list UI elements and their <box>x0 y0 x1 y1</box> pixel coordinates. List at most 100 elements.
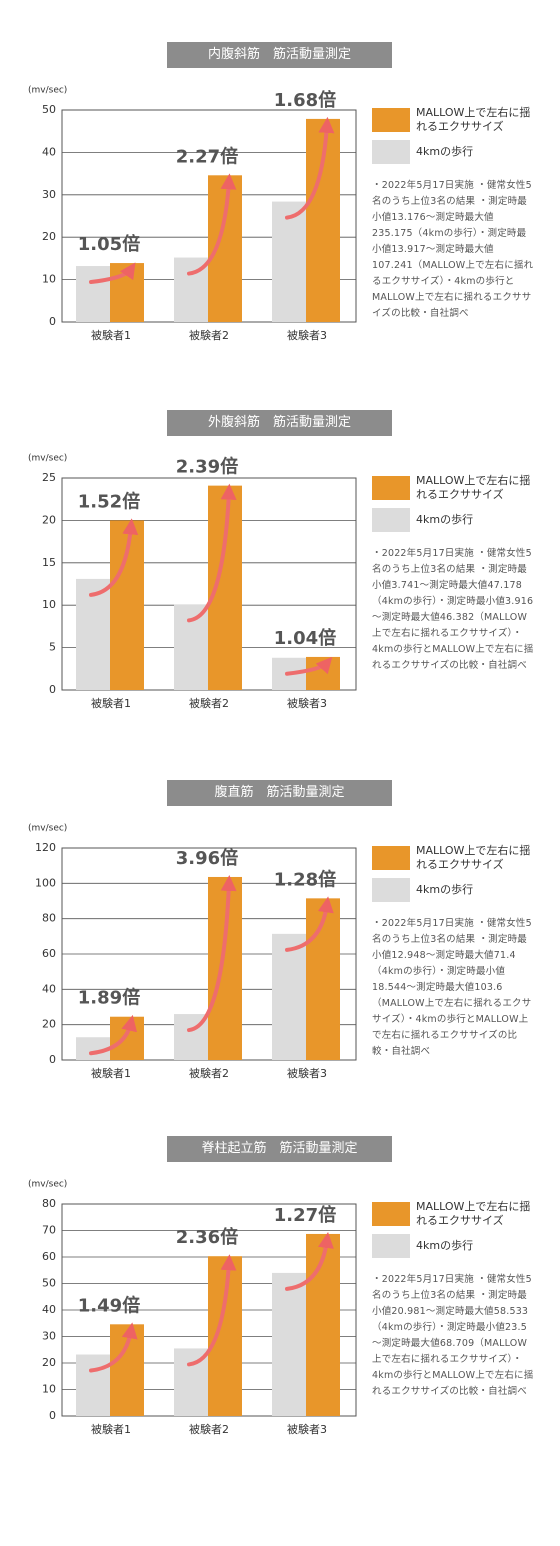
y-axis-label: (mv/sec) <box>28 86 67 96</box>
legend-swatch <box>372 508 410 532</box>
y-tick-label: 30 <box>42 188 56 201</box>
y-tick-label: 0 <box>49 315 56 328</box>
bar <box>272 201 306 322</box>
y-tick-label: 120 <box>35 841 56 854</box>
ratio-label: 3.96倍 <box>176 847 238 869</box>
y-tick-label: 50 <box>42 103 56 116</box>
arrow <box>89 518 139 597</box>
x-tick-label: 被験者2 <box>189 1422 229 1436</box>
bar <box>76 578 110 690</box>
x-tick-label: 被験者3 <box>287 1066 327 1080</box>
ratio-label: 1.49倍 <box>78 1294 140 1316</box>
y-tick-label: 20 <box>42 1356 56 1369</box>
bar <box>208 1256 242 1416</box>
chart-block: 内腹斜筋 筋活動量測定 (mv/sec) 0 10 20 30 40 50 被験者1 1.05倍被… <box>0 0 560 368</box>
arrow <box>285 116 335 220</box>
legend-swatch <box>372 108 410 132</box>
y-tick-label: 0 <box>49 1053 56 1066</box>
x-tick-label: 被験者1 <box>91 1422 131 1436</box>
chart-block: 腹直筋 筋活動量測定 (mv/sec) 0 20 40 60 80 100 120 被験者1 1.8… <box>0 738 560 1106</box>
bar <box>208 175 242 322</box>
x-tick-label: 被験者3 <box>287 696 327 710</box>
bar <box>174 604 208 690</box>
y-tick-label: 20 <box>42 230 56 243</box>
y-tick-label: 25 <box>42 471 56 484</box>
y-tick-label: 70 <box>42 1224 56 1237</box>
y-axis-label: (mv/sec) <box>28 454 67 464</box>
arrow <box>285 1232 334 1291</box>
ratio-label: 1.28倍 <box>274 868 336 890</box>
y-tick-label: 60 <box>42 1250 56 1263</box>
y-tick-label: 40 <box>42 982 56 995</box>
arrow <box>187 173 237 276</box>
bar <box>208 876 242 1060</box>
y-tick-label: 0 <box>49 1409 56 1422</box>
bar <box>110 1016 144 1060</box>
bar <box>76 1037 110 1060</box>
y-tick-label: 0 <box>49 683 56 696</box>
x-tick-label: 被験者1 <box>91 328 131 342</box>
y-tick-label: 60 <box>42 947 56 960</box>
note: ・2022年5月17日実施 ・健常女性5名のうち上位3名の結果 ・測定時最小値1… <box>372 180 534 319</box>
arrow <box>187 483 237 623</box>
legend-label: MALLOW上で左右に揺れるエクササイズ <box>416 474 531 501</box>
arrow <box>89 262 136 285</box>
x-tick-label: 被験者2 <box>189 696 229 710</box>
y-tick-label: 15 <box>42 556 56 569</box>
legend-swatch <box>372 140 410 164</box>
ratio-label: 2.36倍 <box>176 1226 238 1248</box>
legend-swatch <box>372 846 410 870</box>
y-tick-label: 50 <box>42 1277 56 1290</box>
chart-title: 外腹斜筋 筋活動量測定 <box>167 410 392 436</box>
ratio-label: 1.05倍 <box>78 233 140 255</box>
legend-label: 4kmの歩行 <box>416 513 474 526</box>
legend-label: MALLOW上で左右に揺れるエクササイズ <box>416 106 531 133</box>
bar <box>272 1272 306 1416</box>
y-tick-label: 10 <box>42 1383 56 1396</box>
x-tick-label: 被験者1 <box>91 1066 131 1080</box>
chart-title: 脊柱起立筋 筋活動量測定 <box>167 1136 392 1162</box>
x-tick-label: 被験者3 <box>287 1422 327 1436</box>
x-tick-label: 被験者2 <box>189 328 229 342</box>
bar <box>76 1354 110 1416</box>
ratio-label: 1.27倍 <box>274 1204 336 1226</box>
x-tick-label: 被験者2 <box>189 1066 229 1080</box>
y-axis-label: (mv/sec) <box>28 824 67 834</box>
y-tick-label: 40 <box>42 145 56 158</box>
y-tick-label: 20 <box>42 1018 56 1031</box>
bar <box>306 656 340 690</box>
legend-label: MALLOW上で左右に揺れるエクササイズ <box>416 1200 531 1227</box>
bar <box>272 933 306 1060</box>
legend-label: 4kmの歩行 <box>416 1239 474 1252</box>
y-tick-label: 100 <box>35 876 56 889</box>
y-tick-label: 80 <box>42 1197 56 1210</box>
bar <box>208 485 242 690</box>
note: ・2022年5月17日実施 ・健常女性5名のうち上位3名の結果 ・測定時最小値3… <box>372 548 534 671</box>
arrow <box>89 1014 138 1056</box>
ratio-label: 2.39倍 <box>176 456 238 478</box>
chart-block: 外腹斜筋 筋活動量測定 (mv/sec) 0 5 10 15 20 25 被験者1 1.52倍 被験… <box>0 368 560 736</box>
note: ・2022年5月17日実施 ・健常女性5名のうち上位3名の結果 ・測定時最小値2… <box>372 1274 534 1397</box>
legend-swatch <box>372 1234 410 1258</box>
ratio-label: 2.27倍 <box>176 145 238 167</box>
bar <box>110 1324 144 1416</box>
x-tick-label: 被験者3 <box>287 328 327 342</box>
note: ・2022年5月17日実施 ・健常女性5名のうち上位3名の結果 ・測定時最小値1… <box>372 918 532 1057</box>
y-tick-label: 40 <box>42 1303 56 1316</box>
legend-label: 4kmの歩行 <box>416 145 474 158</box>
arrow <box>285 656 333 676</box>
chart-title: 内腹斜筋 筋活動量測定 <box>167 42 392 68</box>
y-tick-label: 80 <box>42 912 56 925</box>
y-axis-label: (mv/sec) <box>28 1180 67 1190</box>
legend-swatch <box>372 476 410 500</box>
y-tick-label: 5 <box>49 641 56 654</box>
x-tick-label: 被験者1 <box>91 696 131 710</box>
arrow <box>285 896 334 952</box>
bar <box>306 1233 340 1416</box>
legend-label: 4kmの歩行 <box>416 883 474 896</box>
legend-swatch <box>372 1202 410 1226</box>
